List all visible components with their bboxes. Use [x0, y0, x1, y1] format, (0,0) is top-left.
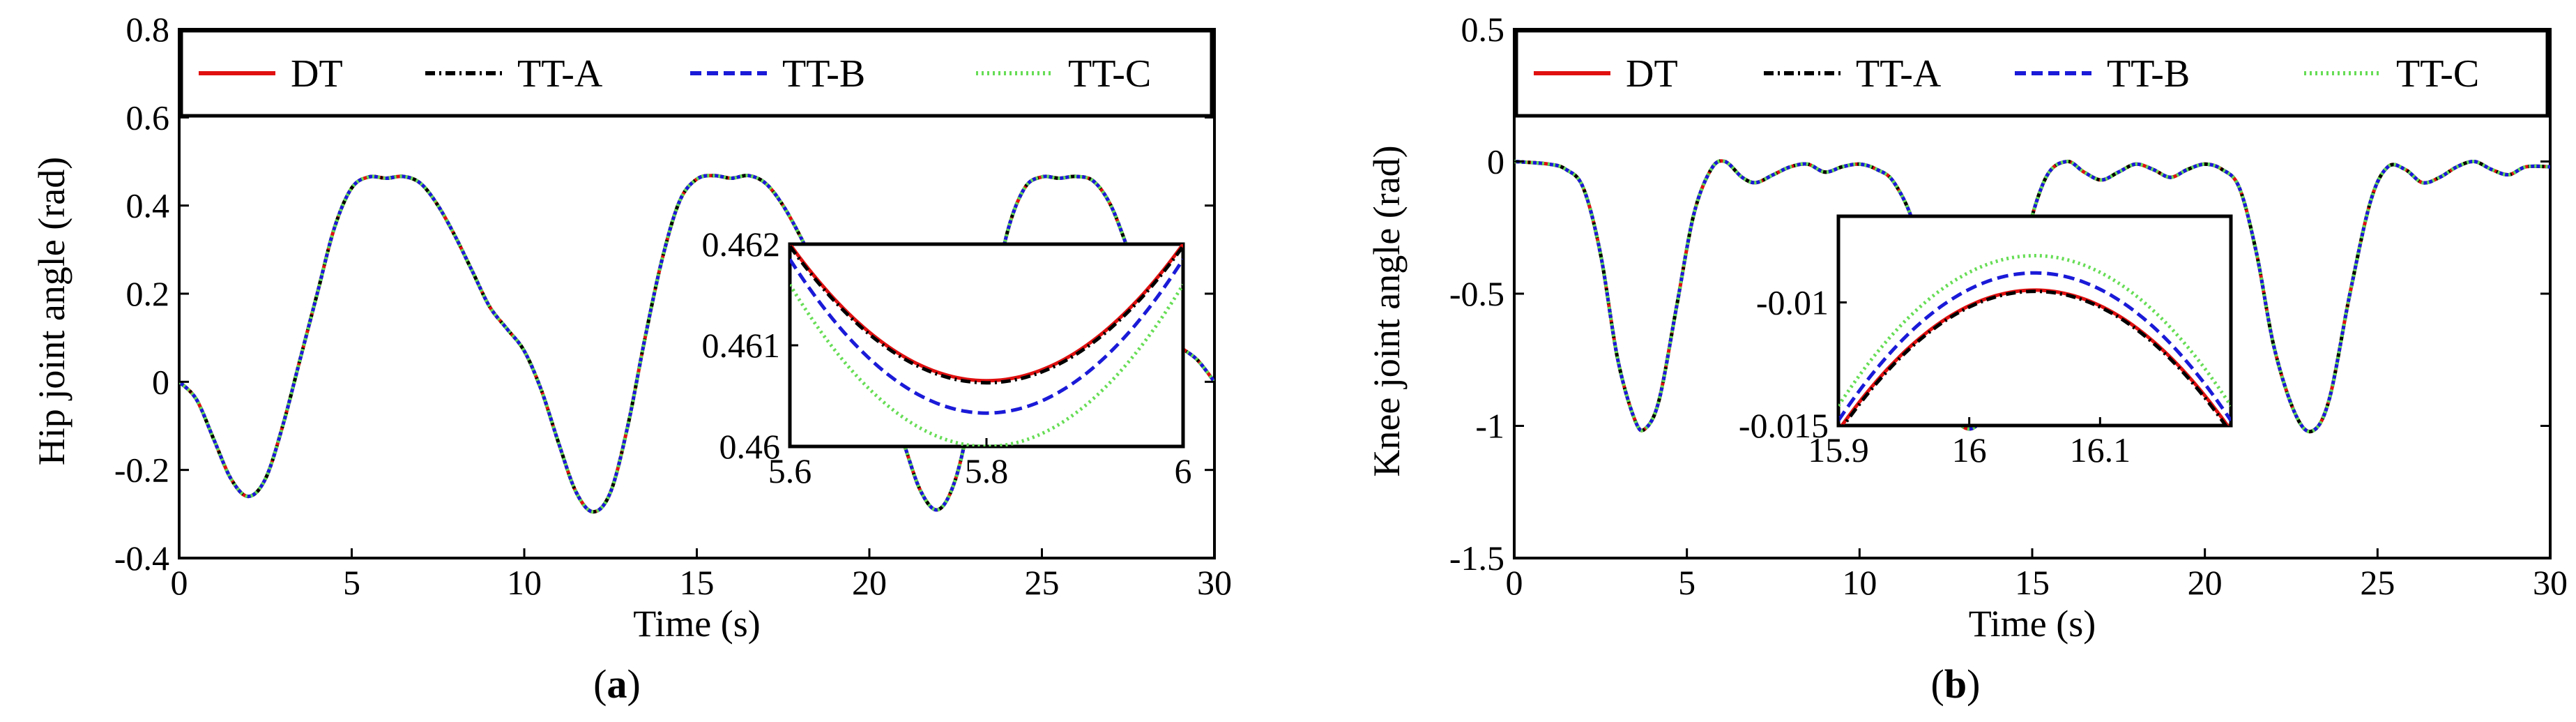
chart-panel-b: 0 5 10 15 20 25 30 -1.5 -1 -0.5 0 0.5 Time (s) Knee j…	[1366, 10, 2568, 707]
y-tick-label: -0.5	[1449, 274, 1504, 313]
legend-label-dt: DT	[291, 52, 343, 96]
x-tick-label: 5	[343, 563, 360, 602]
inset-x-tick-label: 6	[1175, 451, 1192, 490]
chart-panel-a: 0 5 10 15 20 25 30 -0.4 -0.2 0 0.2 0.4 0.6 0.8 Time (s…	[31, 10, 1232, 707]
inset-y-tick-label: -0.01	[1756, 283, 1829, 322]
inset-plot-area	[1836, 214, 2233, 428]
inset-series-group	[790, 244, 1183, 446]
inset-series-line-tt-b	[1838, 271, 2231, 422]
y-tick-label: -1.5	[1449, 539, 1504, 578]
inset-plot-area	[788, 242, 1185, 449]
legend-label-tt-b: TT-B	[2107, 52, 2190, 96]
inset-series-line-tt-b	[790, 258, 1183, 415]
y-tick-label: -0.4	[114, 539, 169, 578]
caption-open: (	[593, 661, 607, 707]
x-tick-label: 15	[680, 563, 715, 602]
series-group	[179, 174, 1214, 514]
inset-series-line-tt-c	[1838, 253, 2231, 407]
caption-close: )	[627, 661, 641, 707]
y-tick-label: -1	[1475, 407, 1504, 446]
x-axis-label: Time (s)	[1969, 603, 2096, 645]
legend-label-dt: DT	[1626, 52, 1678, 96]
caption-close: )	[1967, 661, 1980, 707]
y-tick-label: 0.8	[126, 10, 170, 49]
inset-series-group	[1838, 253, 2231, 426]
inset-y-tick-label: 0.462	[702, 225, 781, 264]
subfigure-caption: (b)	[1931, 661, 1981, 707]
x-tick-label: 0	[171, 563, 188, 602]
inset-x-tick-label: 16	[1952, 430, 1987, 469]
legend-label-tt-a: TT-A	[1856, 52, 1942, 96]
inset-y-tick-label: 0.461	[702, 326, 781, 365]
x-tick-label: 30	[1197, 563, 1232, 602]
x-tick-label: 30	[2533, 563, 2568, 602]
legend-label-tt-c: TT-C	[1068, 52, 1151, 96]
y-tick-label: 0.6	[126, 98, 170, 137]
x-tick-label: 25	[2360, 563, 2395, 602]
legend-label-tt-a: TT-A	[517, 52, 603, 96]
x-tick-label: 0	[1506, 563, 1523, 602]
caption-letter: a	[607, 661, 627, 707]
caption-letter: b	[1944, 661, 1967, 707]
inset-y-tick-label: 0.46	[719, 427, 781, 466]
caption-open: (	[1931, 661, 1944, 707]
x-tick-label: 10	[507, 563, 542, 602]
inset-x-tick-label: 15.9	[1808, 430, 1869, 469]
y-tick-label: 0.5	[1461, 10, 1505, 49]
inset-series-line-tt-a	[790, 245, 1183, 385]
y-axis-label: Knee joint angle (rad)	[1366, 145, 1408, 476]
inset-x-tick-label: 5.8	[965, 451, 1009, 490]
inset-series-line-dt	[790, 244, 1183, 383]
x-tick-label: 25	[1025, 563, 1060, 602]
y-axis-label: Hip joint angle (rad)	[31, 157, 73, 465]
inset-x-tick-label: 16.1	[2070, 430, 2131, 469]
x-tick-label: 15	[2015, 563, 2050, 602]
inset-x-tick-label: 5.6	[768, 451, 812, 490]
x-tick-label: 20	[852, 563, 887, 602]
y-tick-label: 0.2	[126, 274, 170, 313]
x-axis-label: Time (s)	[633, 603, 761, 645]
y-tick-label: 0	[152, 362, 169, 401]
y-tick-label: -0.2	[114, 451, 169, 490]
x-tick-label: 10	[1842, 563, 1877, 602]
y-tick-label: 0	[1487, 142, 1504, 181]
y-tick-label: 0.4	[126, 186, 170, 225]
subfigure-caption: (a)	[593, 661, 641, 707]
x-tick-label: 5	[1678, 563, 1695, 602]
inset-series-line-tt-c	[790, 283, 1183, 446]
legend-label-tt-b: TT-B	[782, 52, 865, 96]
x-tick-label: 20	[2188, 563, 2223, 602]
inset-y-tick-label: -0.015	[1739, 406, 1829, 445]
inset-series-line-tt-a	[1841, 289, 2228, 426]
series-line-tt-b	[179, 174, 1214, 514]
legend-label-tt-c: TT-C	[2396, 52, 2479, 96]
